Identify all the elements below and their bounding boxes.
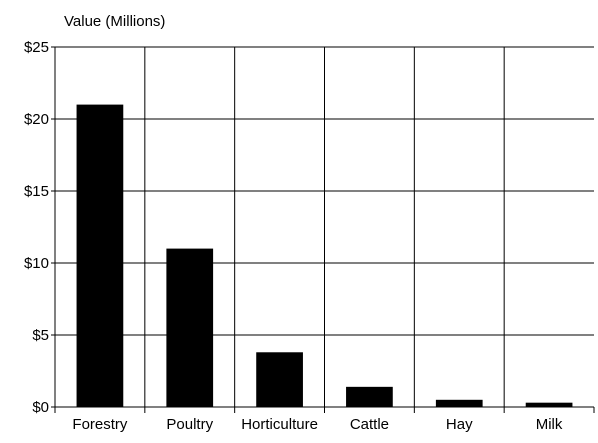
y-tick-label: $5 <box>32 327 49 344</box>
y-tick-label: $0 <box>32 399 49 416</box>
bar-forestry <box>76 104 124 407</box>
x-tick-label: Poultry <box>166 416 213 433</box>
y-tick-labels: $0 $5 $10 $15 $20 $25 <box>24 39 49 416</box>
bar-milk <box>525 402 573 407</box>
x-tick-labels: Forestry Poultry Horticulture Cattle Hay Milk <box>72 416 562 433</box>
bar-hay <box>435 399 483 407</box>
x-tick-label: Forestry <box>72 416 128 433</box>
y-tick-label: $20 <box>24 111 49 128</box>
x-tick-label: Cattle <box>350 416 389 433</box>
grid-lines <box>55 46 594 408</box>
bar-poultry <box>166 248 214 407</box>
x-tick-label: Hay <box>446 416 473 433</box>
y-tick-label: $15 <box>24 183 49 200</box>
y-axis-title: Value (Millions) <box>64 13 165 30</box>
y-tick-label: $10 <box>24 255 49 272</box>
x-tick-label: Milk <box>536 416 563 433</box>
bar-horticulture <box>256 352 303 407</box>
axes <box>51 46 595 413</box>
bar-cattle <box>346 386 393 407</box>
y-tick-label: $25 <box>24 39 49 56</box>
bars <box>76 104 573 407</box>
x-tick-label: Horticulture <box>241 416 318 433</box>
